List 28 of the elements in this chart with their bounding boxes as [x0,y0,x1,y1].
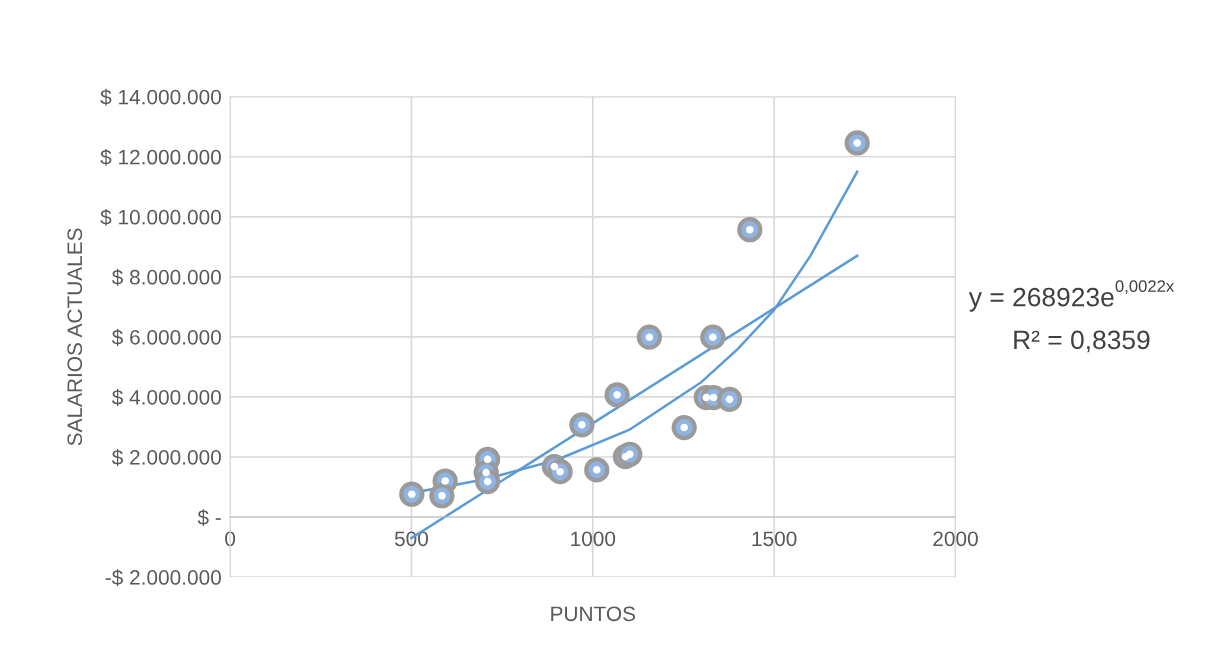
point [737,217,763,243]
x-axis-title: PUNTOS [551,606,636,622]
text: R² = 0,8359 [1014,330,1150,353]
y-tick-label: $ 6.000.000 [111,329,221,346]
point [569,412,595,438]
y-tick-label: $ 12.000.000 [100,148,221,166]
point [584,457,610,483]
y-tick-label: -$ 2.000.000 [105,569,221,587]
x-tick-label: 1500 [752,531,797,547]
point [429,483,455,509]
point [716,386,743,412]
point [636,324,662,350]
point [700,324,726,350]
point [844,130,870,156]
x-tick-label: 500 [394,531,428,547]
y-tick-label: $ - [197,509,221,527]
point [617,441,643,467]
y-tick-label: $ 4.000.000 [111,389,221,406]
point [671,414,697,441]
x-tick-label: 1000 [571,531,616,547]
x-tick-label: 2000 [933,531,978,547]
y-tick-label: $ 14.000.000 [100,88,221,106]
y-tick-label: $ 8.000.000 [111,268,221,286]
y-tick-label: $ 10.000.000 [100,208,221,226]
point [604,382,630,408]
x-tick-label: 0 [225,531,236,547]
y-axis-title: SALARIOS ACTUALES [67,228,83,446]
y-tick-label: $ 2.000.000 [111,449,221,466]
